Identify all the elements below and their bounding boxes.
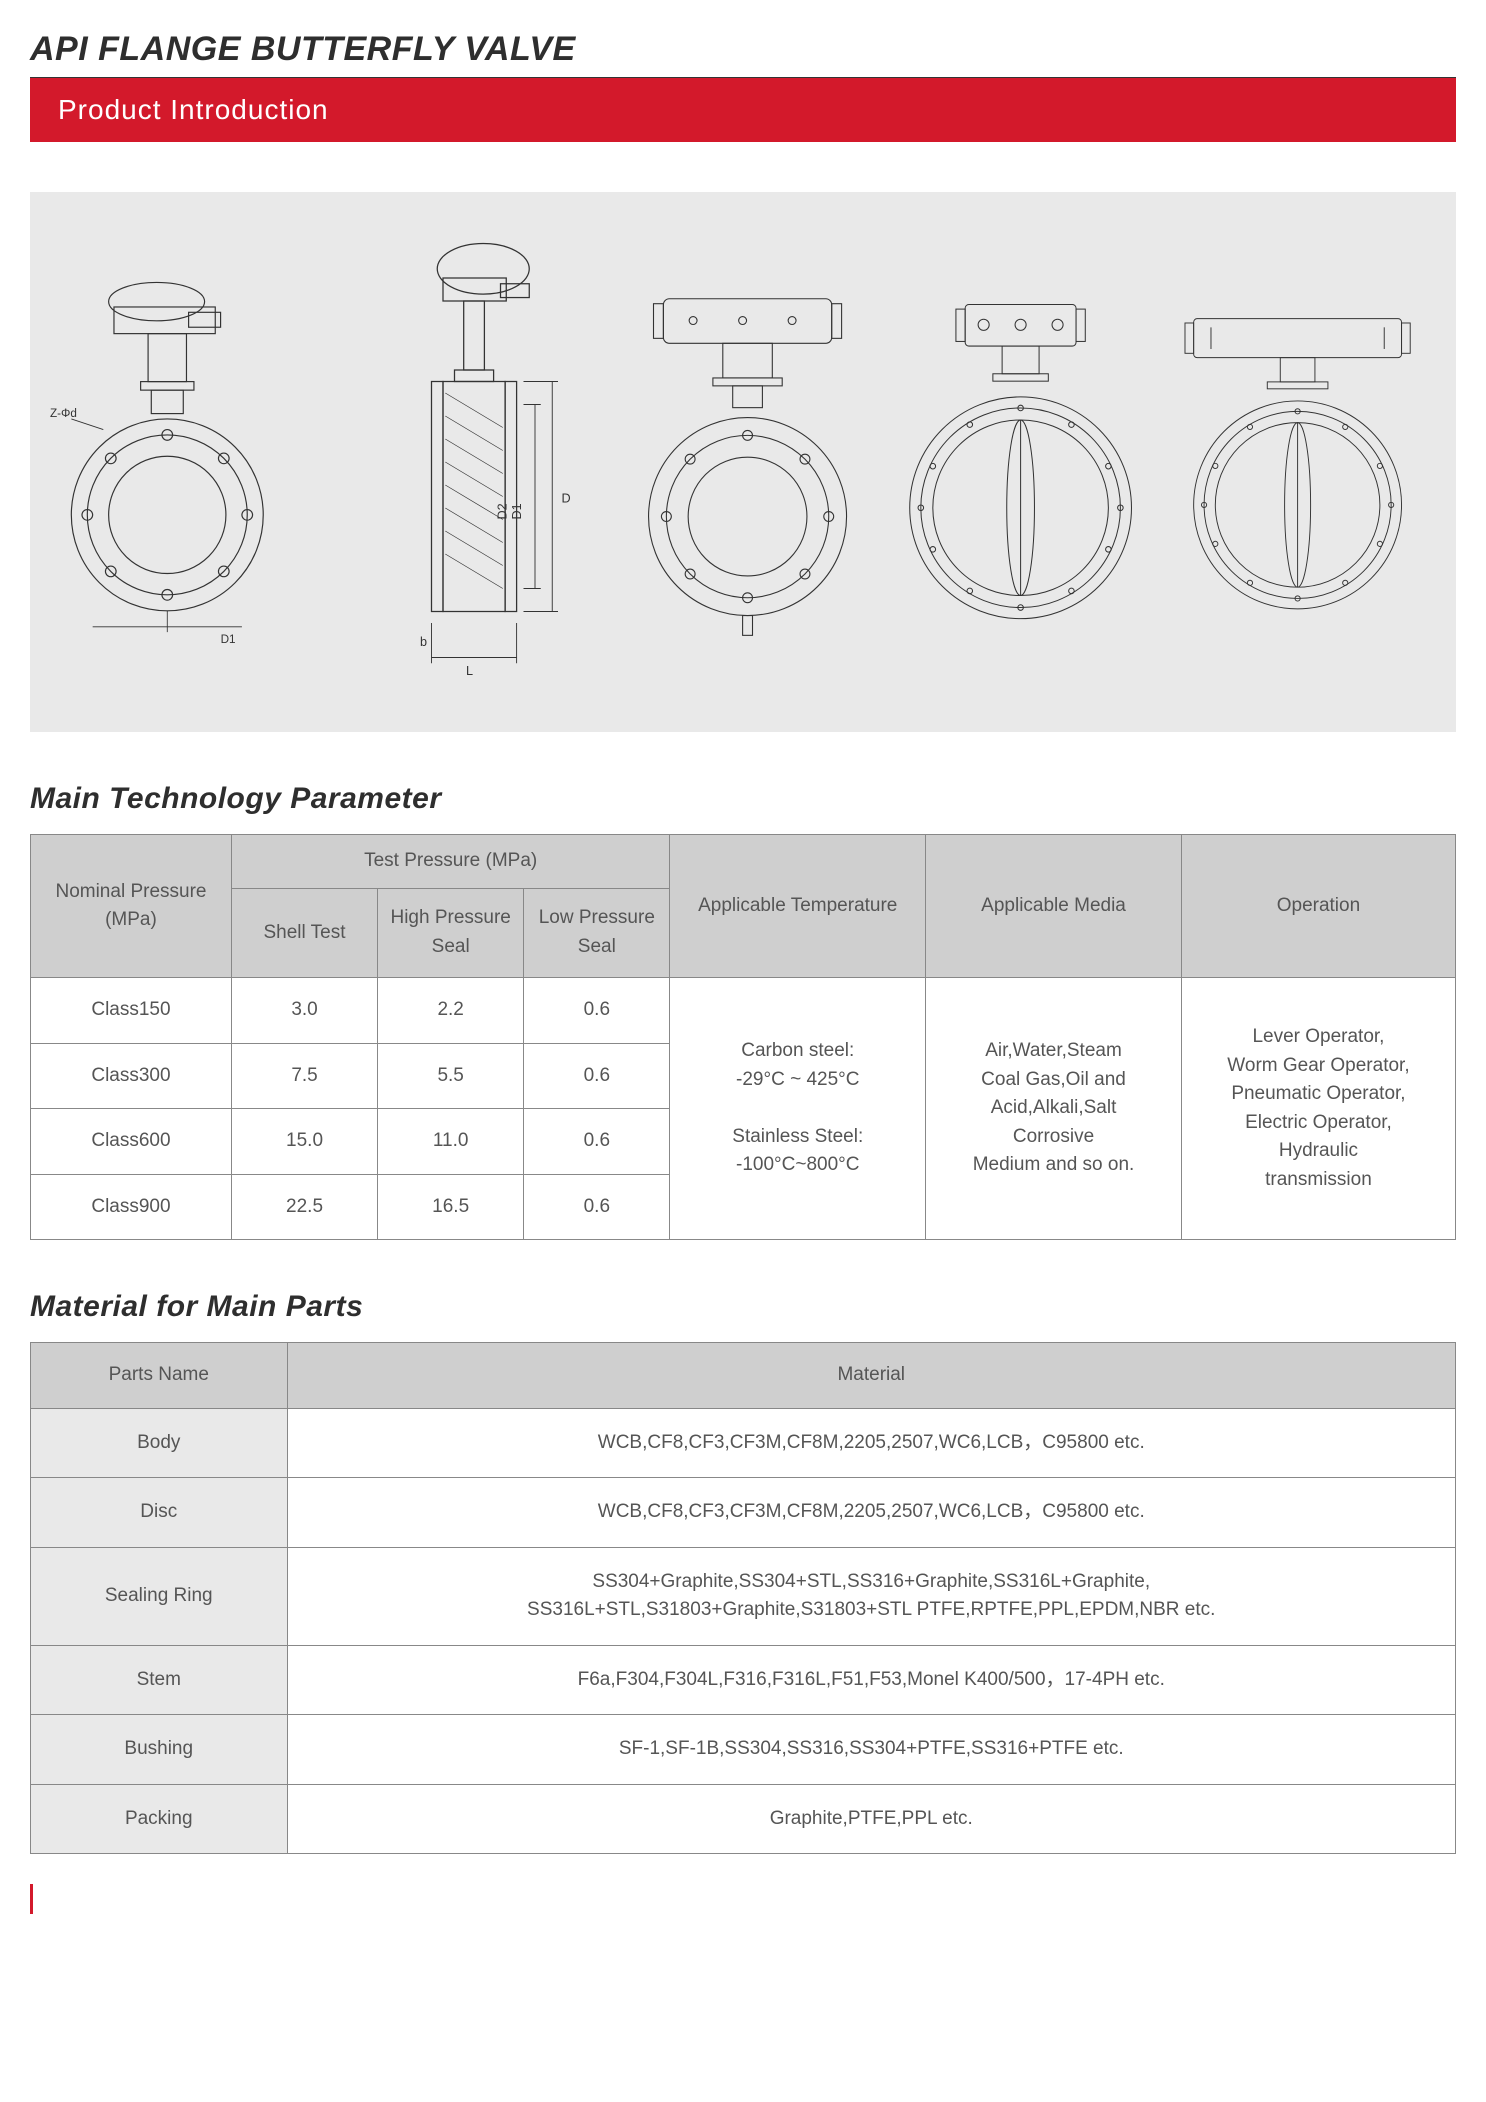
dim-label-d2: D2 <box>495 503 509 519</box>
valve-drawing-3 <box>604 232 881 692</box>
material-table: Parts Name Material Body WCB,CF8,CF3,CF3… <box>30 1342 1456 1854</box>
intro-bar: Product Introduction <box>30 78 1456 142</box>
cell-shell-1: 7.5 <box>231 1043 377 1109</box>
cell-low-1: 0.6 <box>524 1043 670 1109</box>
mat-val-2: SS304+Graphite,SS304+STL,SS316+Graphite,… <box>287 1547 1456 1645</box>
red-footer-mark <box>30 1884 38 1914</box>
hdr-nominal-pressure: Nominal Pressure (MPa) <box>31 835 232 978</box>
cell-shell-2: 15.0 <box>231 1109 377 1175</box>
cell-operation: Lever Operator, Worm Gear Operator, Pneu… <box>1181 978 1455 1240</box>
dim-label-b: b <box>420 635 427 649</box>
dim-label-d1: D1 <box>221 633 236 646</box>
mat-name-4: Bushing <box>31 1715 288 1785</box>
cell-temp: Carbon steel: -29°C ~ 425°C Stainless St… <box>670 978 926 1240</box>
cell-low-0: 0.6 <box>524 978 670 1044</box>
mat-name-0: Body <box>31 1408 288 1478</box>
hdr-test-pressure: Test Pressure (MPa) <box>231 835 669 889</box>
hdr-high-seal: High Pressure Seal <box>378 888 524 978</box>
mat-val-3: F6a,F304,F304L,F316,F316L,F51,F53,Monel … <box>287 1645 1456 1715</box>
hdr-shell-test: Shell Test <box>231 888 377 978</box>
cell-high-2: 11.0 <box>378 1109 524 1175</box>
hdr-applicable-temperature: Applicable Temperature <box>670 835 926 978</box>
cell-shell-3: 22.5 <box>231 1174 377 1240</box>
cell-low-2: 0.6 <box>524 1109 670 1175</box>
cell-high-3: 16.5 <box>378 1174 524 1240</box>
cell-shell-0: 3.0 <box>231 978 377 1044</box>
cell-media: Air,Water,Steam Coal Gas,Oil and Acid,Al… <box>926 978 1182 1240</box>
cell-np-0: Class150 <box>31 978 232 1044</box>
dim-label-l: L <box>466 664 473 678</box>
valve-drawing-2: D D1 D2 b L <box>327 232 604 692</box>
hdr-operation: Operation <box>1181 835 1455 978</box>
dim-label-zphi: Z-Φd <box>50 407 77 420</box>
mat-val-1: WCB,CF8,CF3,CF3M,CF8M,2205,2507,WC6,LCB，… <box>287 1478 1456 1548</box>
mat-val-4: SF-1,SF-1B,SS304,SS316,SS304+PTFE,SS316+… <box>287 1715 1456 1785</box>
valve-drawing-4 <box>882 232 1159 692</box>
dim-label-d1b: D1 <box>510 503 524 519</box>
cell-np-2: Class600 <box>31 1109 232 1175</box>
hdr-parts-name: Parts Name <box>31 1343 288 1409</box>
param-section-title: Main Technology Parameter <box>30 782 1456 816</box>
valve-drawing-5 <box>1159 232 1436 692</box>
diagram-area: Z-Φd D1 <box>30 192 1456 732</box>
mat-val-0: WCB,CF8,CF3,CF3M,CF8M,2205,2507,WC6,LCB，… <box>287 1408 1456 1478</box>
param-table: Nominal Pressure (MPa) Test Pressure (MP… <box>30 834 1456 1240</box>
page-title: API FLANGE BUTTERFLY VALVE <box>30 30 1456 73</box>
mat-name-5: Packing <box>31 1784 288 1854</box>
mat-name-2: Sealing Ring <box>31 1547 288 1645</box>
mat-name-3: Stem <box>31 1645 288 1715</box>
cell-high-1: 5.5 <box>378 1043 524 1109</box>
dim-label-d: D <box>561 491 570 505</box>
valve-drawing-1: Z-Φd D1 <box>50 232 327 692</box>
hdr-low-seal: Low Pressure Seal <box>524 888 670 978</box>
hdr-applicable-media: Applicable Media <box>926 835 1182 978</box>
mat-val-5: Graphite,PTFE,PPL etc. <box>287 1784 1456 1854</box>
material-section-title: Material for Main Parts <box>30 1290 1456 1324</box>
cell-high-0: 2.2 <box>378 978 524 1044</box>
cell-low-3: 0.6 <box>524 1174 670 1240</box>
cell-np-3: Class900 <box>31 1174 232 1240</box>
hdr-material: Material <box>287 1343 1456 1409</box>
cell-np-1: Class300 <box>31 1043 232 1109</box>
mat-name-1: Disc <box>31 1478 288 1548</box>
